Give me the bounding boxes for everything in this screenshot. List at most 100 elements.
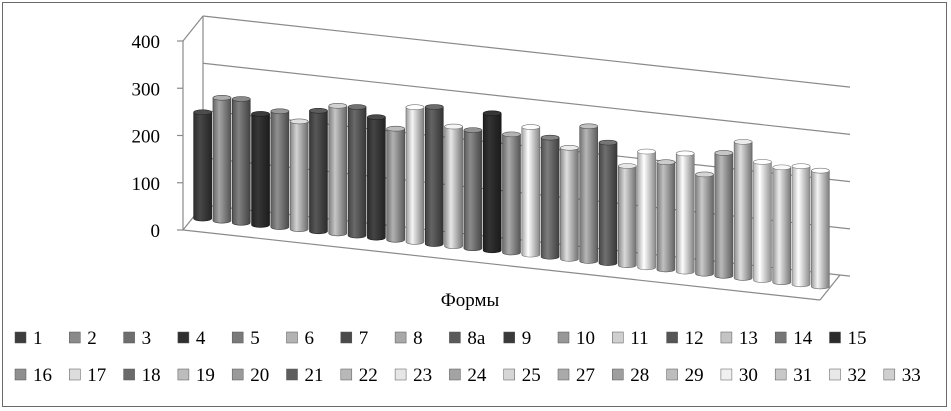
bar-body [463,129,483,252]
legend-swatch [14,368,27,381]
bar-top [811,167,830,174]
legend-swatch [503,331,515,344]
bar-top [560,145,579,151]
legend-swatch [123,368,135,381]
bar-body [675,153,695,275]
legend-item-13: 13 [720,328,758,349]
legend-label: 8a [467,328,486,349]
legend-swatch [231,331,244,344]
bar-body [328,105,348,237]
bar-10 [386,125,405,243]
bar-top [289,118,309,125]
legend-swatch [177,331,190,344]
bar-top [521,124,541,130]
bar-top [347,104,367,110]
legend-swatch [14,331,27,344]
bar-top [502,131,521,138]
legend-swatch [449,331,461,344]
legend-item-29: 29 [666,365,704,386]
bar-8a [347,104,367,239]
legend-label: 29 [685,365,704,386]
bar-top [618,163,637,169]
legend-label: 31 [793,365,812,386]
bar-body [270,110,290,230]
gridline-300 [202,62,851,135]
bar-28 [714,150,734,279]
legend-swatch [177,368,190,381]
bar-top [791,163,811,169]
legend-item-7: 7 [340,328,368,349]
bar-18 [540,134,560,260]
bar-body [231,98,251,226]
legend-item-19: 19 [177,365,215,386]
legend-swatch [720,368,733,381]
bar-5 [270,108,290,230]
bar-top [482,110,502,117]
legend-label: 22 [359,365,378,386]
legend-swatch [774,368,787,381]
legend-label: 18 [142,365,161,386]
legend-swatch [340,368,353,381]
legend-swatch [829,368,841,381]
bar-20 [579,123,599,264]
legend-item-5: 5 [231,328,260,349]
legend-item-9: 9 [503,328,532,349]
bar-body [367,116,386,241]
legend-label: 25 [522,365,541,386]
legend-item-31: 31 [774,365,812,386]
legend-item-30: 30 [720,365,758,386]
legend-item-16: 16 [14,365,52,386]
bar-body [753,161,772,283]
legend-item-23: 23 [394,365,432,386]
legend-label: 12 [685,328,704,349]
bar-22 [618,163,637,269]
bar-31 [772,164,792,285]
bar-body [386,128,405,243]
legend-item-24: 24 [449,365,487,386]
legend-item-17: 17 [69,365,106,386]
bar-body [695,174,714,277]
legend-item-18: 18 [123,365,161,386]
legend-swatch [394,331,407,344]
legend-label: 16 [33,365,52,386]
bar-body [521,126,541,258]
bar-top [193,109,212,116]
bar-top [405,104,425,111]
legend-label: 33 [902,365,921,386]
bar-top [270,108,290,115]
legend-swatch [69,368,81,381]
bar-25 [675,150,695,275]
bars [193,95,830,290]
bar-body [424,106,444,247]
bar-13 [444,123,463,249]
bar-8 [328,103,348,237]
legend-label: 9 [522,328,532,349]
bar-top [540,134,560,141]
legend-swatch [394,368,407,381]
legend-item-21: 21 [286,365,324,386]
bar-body [656,161,676,273]
legend-swatch [774,331,787,344]
legend-item-28: 28 [612,365,649,386]
bar-top [656,159,676,166]
gridline-400 [202,15,851,88]
bar-body [502,134,521,256]
legend-item-20: 20 [231,365,269,386]
bar-21 [598,139,618,266]
bar-top [424,104,444,110]
bar-top [637,148,656,155]
bar-top [367,114,386,120]
bar-body [598,142,618,266]
legend-swatch [883,368,896,381]
bar-body [309,110,328,235]
legend-label: 27 [576,365,595,386]
bar-9 [367,114,386,241]
bar-19 [560,145,579,262]
legend-label: 3 [142,328,152,349]
legend-item-3: 3 [123,328,152,349]
legend-swatch [829,331,841,344]
bar-body [212,97,232,224]
wall-top-edge [182,15,204,42]
legend-label: 6 [305,328,315,349]
